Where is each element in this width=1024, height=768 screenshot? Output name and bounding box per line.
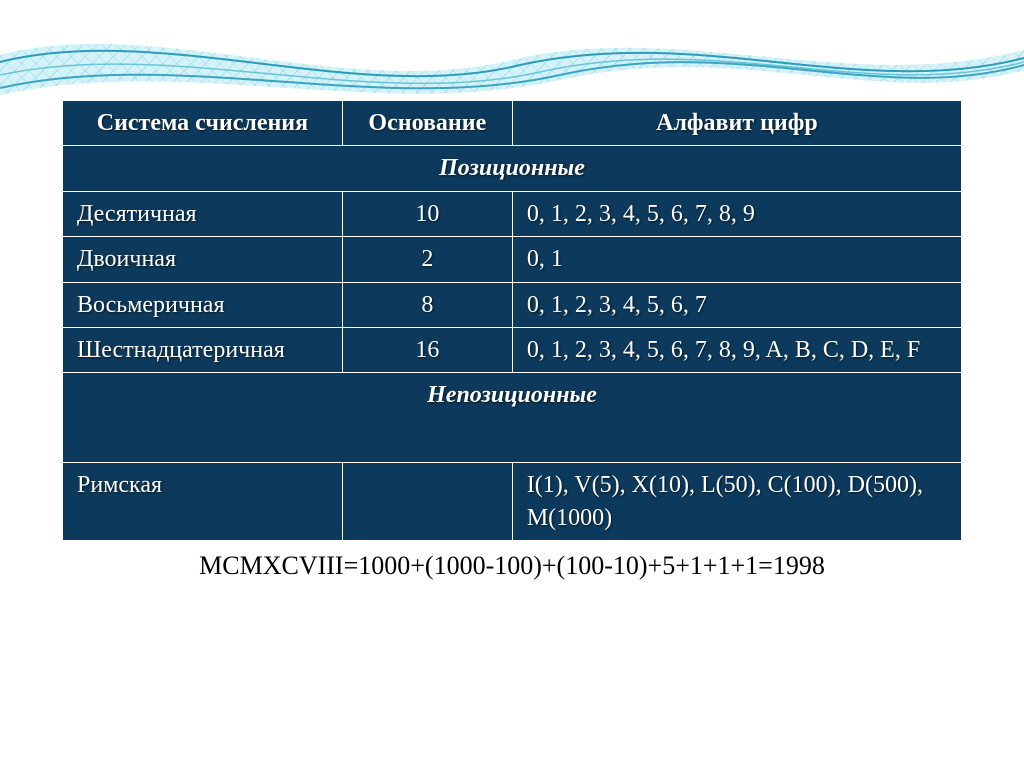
row-0-system: Десятичная xyxy=(63,191,343,236)
row-1-alphabet: 0, 1 xyxy=(512,237,961,282)
header-alphabet: Алфавит цифр xyxy=(512,101,961,146)
row-3-system: Шестнадцатеричная xyxy=(63,327,343,372)
row-2-alphabet: 0, 1, 2, 3, 4, 5, 6, 7 xyxy=(512,282,961,327)
caption-formula: MCMXCVIII=1000+(1000-100)+(100-10)+5+1+1… xyxy=(0,551,1024,581)
row-3-alphabet: 0, 1, 2, 3, 4, 5, 6, 7, 8, 9, A, B, C, D… xyxy=(512,327,961,372)
row-3-base: 16 xyxy=(342,327,512,372)
section-positional: Позиционные xyxy=(63,146,962,191)
row-2-base: 8 xyxy=(342,282,512,327)
header-base: Основание xyxy=(342,101,512,146)
row-0-alphabet: 0, 1, 2, 3, 4, 5, 6, 7, 8, 9 xyxy=(512,191,961,236)
row-0-base: 10 xyxy=(342,191,512,236)
section-nonpositional: Непозиционные xyxy=(63,373,962,463)
row-1-base: 2 xyxy=(342,237,512,282)
roman-base xyxy=(342,463,512,541)
row-2-system: Восьмеричная xyxy=(63,282,343,327)
roman-system: Римская xyxy=(63,463,343,541)
header-system: Система счисления xyxy=(63,101,343,146)
numeral-systems-table: Система счисления Основание Алфавит цифр… xyxy=(62,100,962,541)
row-1-system: Двоичная xyxy=(63,237,343,282)
roman-alphabet: I(1), V(5), X(10), L(50), C(100), D(500)… xyxy=(512,463,961,541)
